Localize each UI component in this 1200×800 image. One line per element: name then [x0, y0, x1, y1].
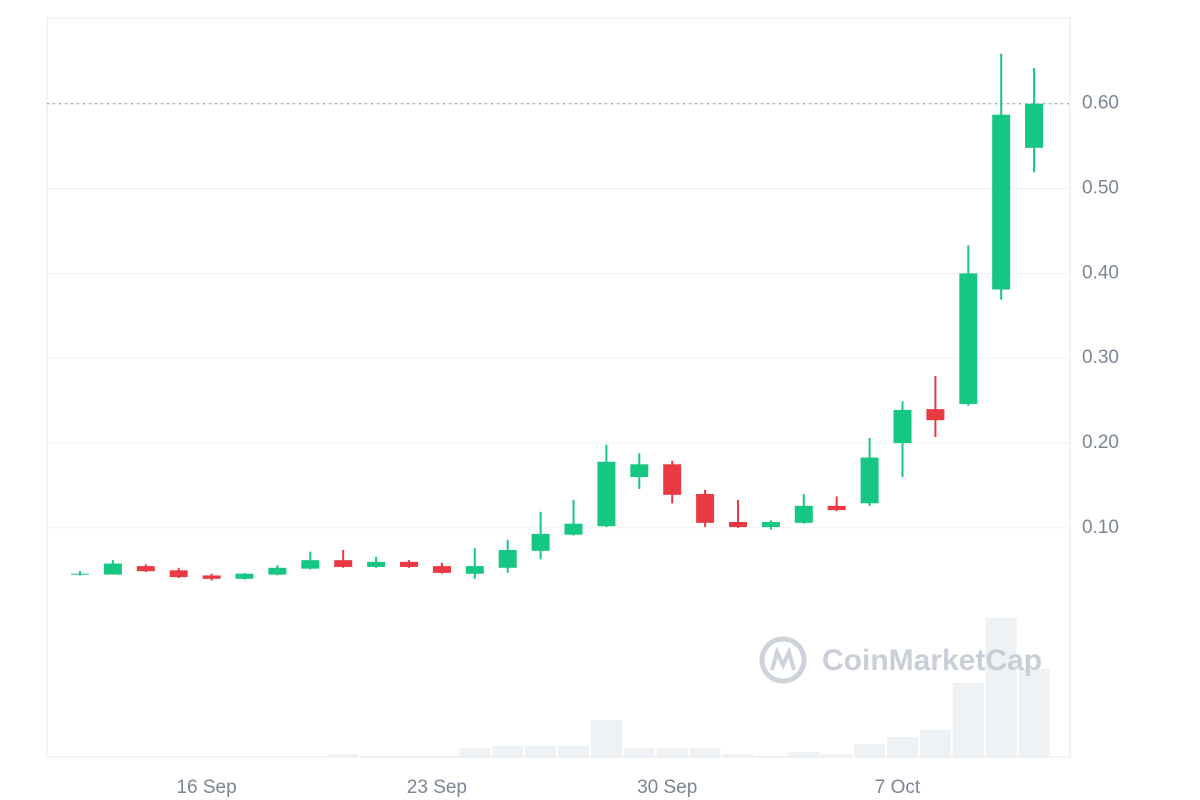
candle-body [597, 461, 616, 527]
volume-bar [985, 618, 1017, 757]
x-tick-label: 23 Sep [407, 777, 467, 798]
volume-bar [525, 746, 557, 757]
candle-body [564, 523, 583, 535]
volume-bar [821, 754, 853, 757]
volume-bar [722, 754, 754, 757]
candle-body [926, 409, 945, 421]
candle-body [1025, 103, 1044, 148]
candle-body [103, 563, 122, 575]
candle-body [663, 464, 682, 495]
candle-body [992, 114, 1011, 290]
y-tick-label: 0.60 [1082, 93, 1119, 114]
logo [759, 636, 807, 684]
candle-body [531, 533, 550, 551]
y-tick-label: 0.40 [1082, 262, 1119, 283]
candle-body [794, 505, 813, 523]
volume-bar [952, 683, 984, 757]
volume-bar [656, 748, 688, 757]
candle-body [498, 549, 517, 568]
volume-bar [887, 737, 918, 757]
x-tick-label: 16 Sep [176, 777, 236, 798]
x-tick-label: 7 Oct [875, 777, 921, 798]
candle-body [202, 575, 221, 579]
volume-bar [590, 720, 622, 757]
candle-body [860, 457, 879, 504]
volume-bar [919, 730, 951, 757]
candle-body [893, 409, 912, 444]
volume-bar [1018, 669, 1050, 757]
volume-bar [558, 746, 589, 757]
y-tick-label: 0.50 [1082, 178, 1119, 199]
x-tick-label: 30 Sep [637, 777, 697, 798]
candle-body [827, 505, 846, 511]
candle-body [761, 521, 780, 528]
candle-body [301, 560, 320, 569]
candle-body [268, 567, 287, 575]
candle-body [334, 560, 353, 567]
candle-body [71, 573, 89, 575]
candle-body [729, 521, 747, 528]
y-tick-label: 0.30 [1082, 347, 1119, 368]
candle-body [432, 566, 451, 573]
candle-body [465, 566, 484, 574]
candle-body [696, 493, 715, 523]
candle-body [136, 566, 155, 572]
volume-bar [788, 752, 820, 757]
candle-body [630, 464, 649, 478]
volume-bar [492, 746, 524, 757]
plot-frame [46, 17, 1071, 758]
volume-bar [327, 754, 359, 757]
candle-body [169, 570, 188, 578]
candle-body [959, 273, 978, 405]
y-tick-label: 0.20 [1082, 432, 1119, 453]
candle-body [235, 573, 254, 579]
volume-bar [689, 748, 721, 757]
candle-body [400, 561, 418, 567]
y-tick-label: 0.10 [1082, 517, 1119, 538]
volume-bar [459, 748, 491, 757]
watermark: CoinMarketCap [822, 644, 1042, 677]
candle-body [367, 561, 386, 567]
volume-bar [854, 744, 886, 757]
volume-bar [623, 748, 655, 757]
